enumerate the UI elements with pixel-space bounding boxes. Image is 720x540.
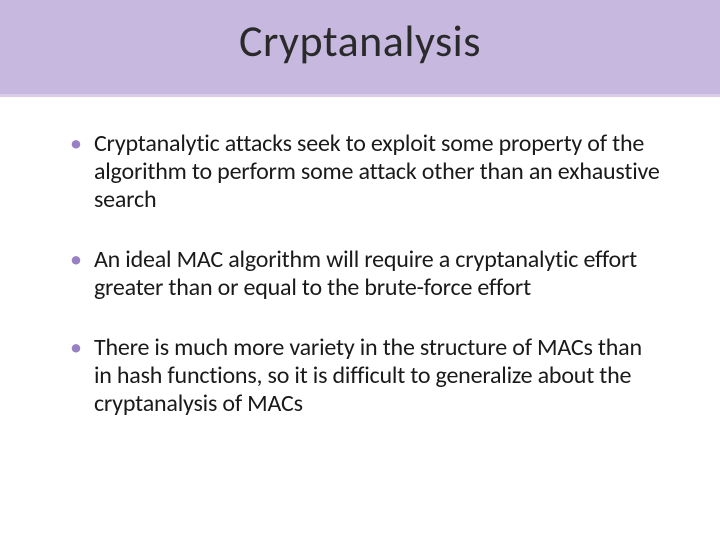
bullet-item: • There is much more variety in the stru… bbox=[70, 334, 660, 418]
slide-content: • Cryptanalytic attacks seek to exploit … bbox=[70, 130, 660, 450]
bullet-text: An ideal MAC algorithm will require a cr… bbox=[94, 246, 660, 302]
slide: Cryptanalysis • Cryptanalytic attacks se… bbox=[0, 0, 720, 540]
bullet-dot-icon: • bbox=[70, 130, 82, 158]
bullet-text: Cryptanalytic attacks seek to exploit so… bbox=[94, 130, 660, 214]
bullet-item: • An ideal MAC algorithm will require a … bbox=[70, 246, 660, 302]
bullet-dot-icon: • bbox=[70, 246, 82, 274]
bullet-item: • Cryptanalytic attacks seek to exploit … bbox=[70, 130, 660, 214]
slide-title: Cryptanalysis bbox=[0, 14, 720, 68]
bullet-dot-icon: • bbox=[70, 334, 82, 362]
header-underline bbox=[0, 94, 720, 97]
bullet-text: There is much more variety in the struct… bbox=[94, 334, 660, 418]
